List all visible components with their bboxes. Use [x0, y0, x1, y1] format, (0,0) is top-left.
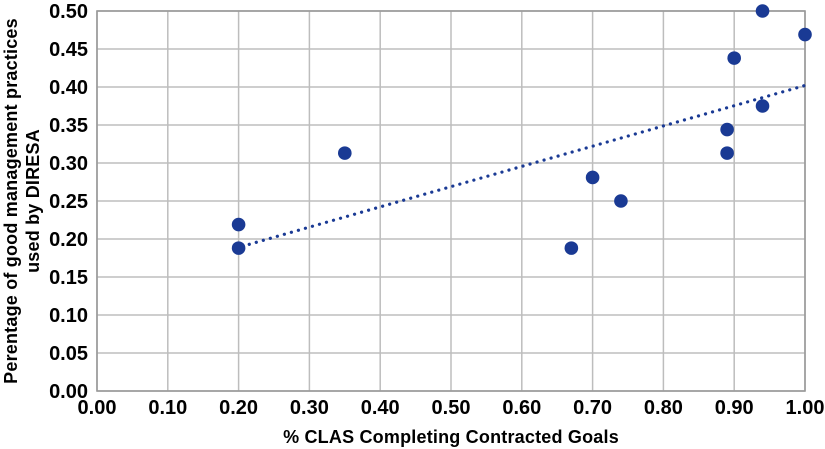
- data-point: [614, 194, 628, 208]
- x-tick-label: 0.00: [78, 397, 117, 419]
- trendline: [247, 83, 807, 246]
- y-tick-label: 0.45: [49, 39, 88, 61]
- x-tick-label: 0.70: [573, 397, 612, 419]
- data-point: [564, 241, 579, 255]
- x-tick-label: 0.90: [715, 397, 754, 419]
- y-tick-label: 0.15: [49, 267, 88, 289]
- data-points: [231, 4, 812, 255]
- y-tick-label: 0.10: [49, 305, 88, 327]
- x-axis-tick-labels: 0.00 0.10 0.20 0.30 0.40 0.50 0.60 0.70 0.80 0.90…: [78, 397, 825, 419]
- y-tick-label: 0.40: [49, 77, 88, 99]
- data-point: [338, 146, 352, 160]
- data-point: [727, 51, 741, 65]
- data-point: [231, 217, 246, 232]
- data-point: [231, 241, 246, 255]
- y-axis-title-line1: Perentage of good management practices: [1, 18, 21, 384]
- data-point: [720, 122, 734, 137]
- x-tick-label: 0.50: [432, 397, 471, 419]
- plot-border: [96, 10, 806, 392]
- y-tick-label: 0.20: [49, 229, 88, 251]
- data-point: [755, 99, 770, 113]
- y-tick-label: 0.25: [49, 191, 88, 213]
- x-tick-label: 0.60: [502, 397, 541, 419]
- x-tick-label: 1.00: [786, 397, 825, 419]
- x-tick-label: 0.30: [290, 397, 329, 419]
- y-axis-title-line2: used by DIRESA: [23, 129, 43, 273]
- data-point: [585, 170, 600, 185]
- x-tick-label: 0.10: [148, 397, 187, 419]
- x-tick-label: 0.80: [644, 397, 683, 419]
- y-axis-title: Perentage of good management practices u…: [1, 18, 43, 384]
- data-point: [798, 27, 812, 42]
- gridlines: [96, 10, 806, 392]
- data-point: [720, 146, 734, 160]
- x-tick-label: 0.20: [219, 397, 258, 419]
- y-axis-tick-labels: 0.50 0.45 0.40 0.35 0.30 0.25 0.20 0.15 0.10 0.05…: [49, 1, 88, 403]
- y-tick-label: 0.30: [49, 153, 88, 175]
- x-tick-label: 0.40: [361, 397, 400, 419]
- y-tick-label: 0.00: [49, 381, 88, 403]
- y-tick-label: 0.35: [49, 115, 88, 137]
- data-point: [755, 4, 770, 18]
- x-axis-title: % CLAS Completing Contracted Goals: [283, 427, 619, 447]
- y-tick-label: 0.05: [49, 343, 88, 365]
- y-tick-label: 0.50: [49, 1, 88, 23]
